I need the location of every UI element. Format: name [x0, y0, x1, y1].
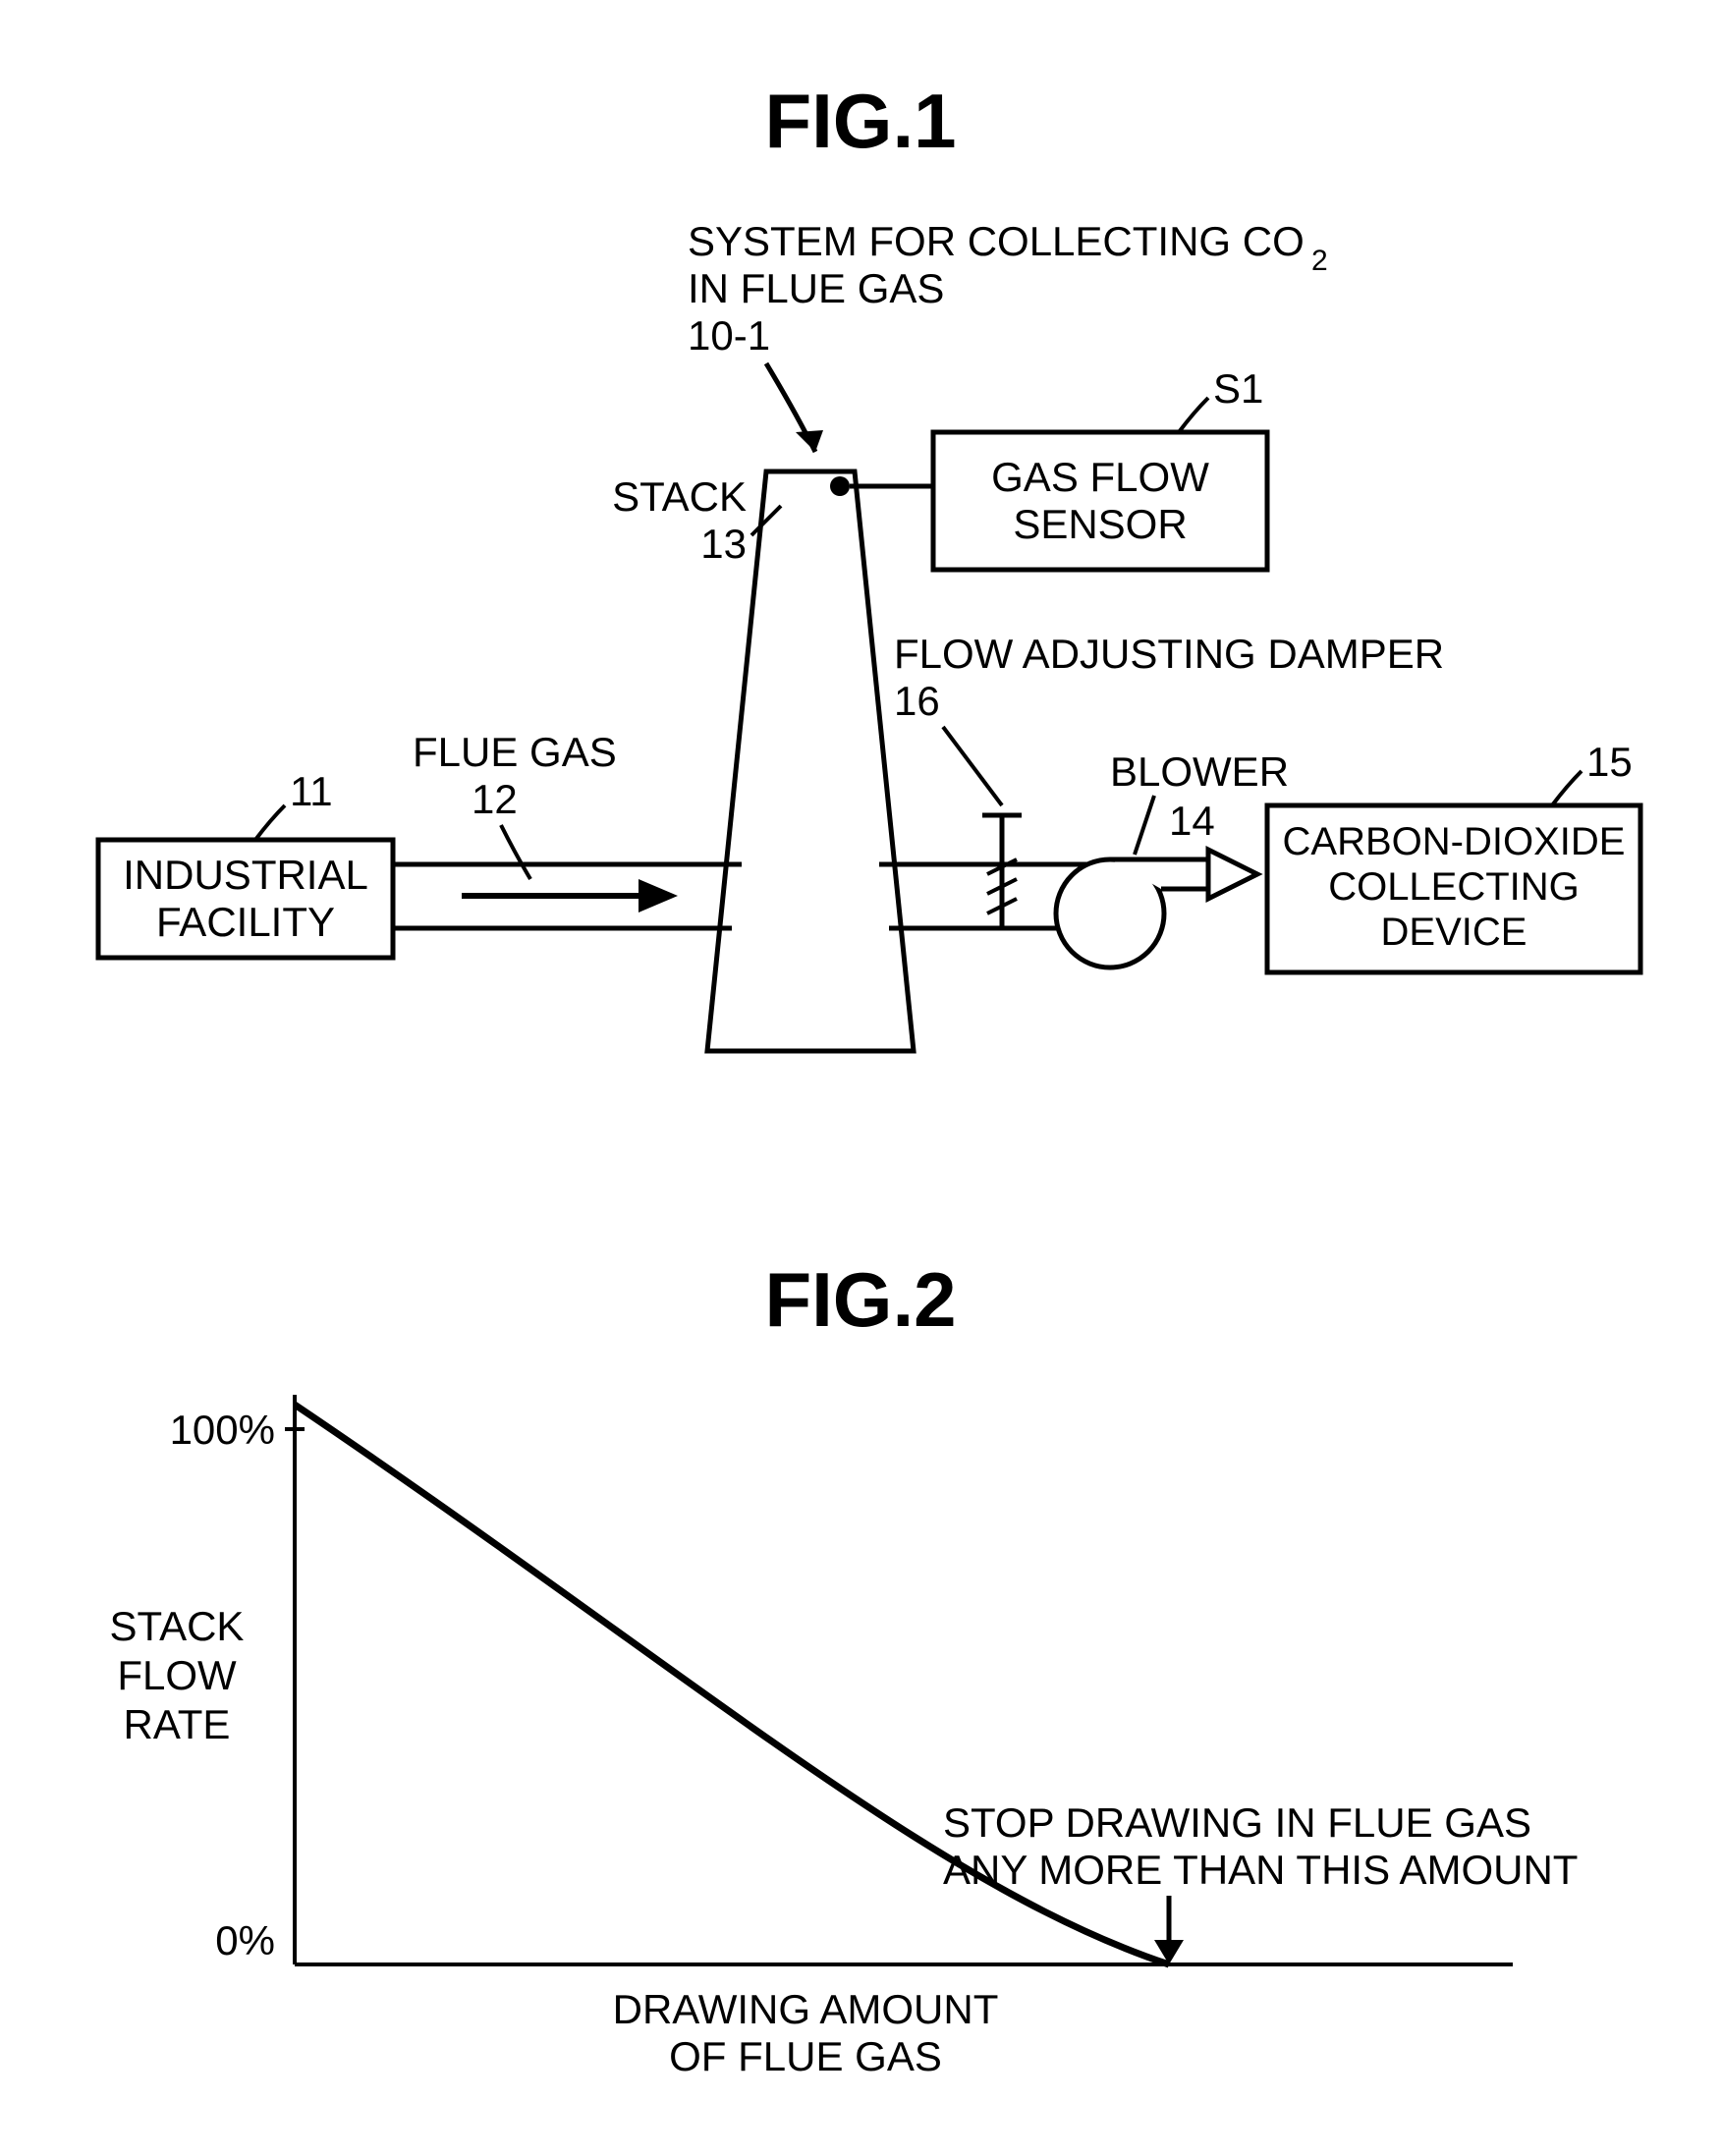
- fig1-system-label-l2: IN FLUE GAS: [688, 265, 944, 311]
- fig1-blower-label: BLOWER: [1110, 748, 1289, 795]
- fig1-stack-ref: 13: [700, 521, 747, 567]
- fig1-system-ref: 10-1: [688, 312, 770, 359]
- fig2-ytick-top: 100%: [170, 1407, 275, 1453]
- fig1-industrial-l1: INDUSTRIAL: [123, 852, 368, 898]
- fig1-15-leader: [1552, 771, 1582, 805]
- fig1-flue-ref: 12: [472, 776, 518, 822]
- fig1-sensor-ref: S1: [1213, 365, 1263, 412]
- fig1-stack-label: STACK: [612, 473, 747, 520]
- fig1-blower-ref: 14: [1169, 798, 1215, 844]
- fig2-xlabel-l2: OF FLUE GAS: [669, 2033, 942, 2079]
- fig1-damper-leader: [943, 727, 1002, 805]
- fig1-flue-label: FLUE GAS: [413, 729, 617, 775]
- fig1-11-leader: [255, 805, 285, 840]
- fig1-title: FIG.1: [764, 78, 956, 164]
- fig1-system-label-l1: SYSTEM FOR COLLECTING CO: [688, 218, 1305, 264]
- fig1-device-l2: COLLECTING: [1328, 865, 1580, 909]
- fig2-ylabel-l3: RATE: [124, 1701, 231, 1747]
- fig1-flue-leader: [501, 825, 530, 879]
- fig2-ylabel-l2: FLOW: [117, 1652, 237, 1698]
- fig2-ytick-bot: 0%: [215, 1917, 275, 1963]
- fig2-annot-l1: STOP DRAWING IN FLUE GAS: [943, 1799, 1531, 1846]
- fig1-damper-ref: 16: [894, 678, 940, 724]
- fig1-device-l3: DEVICE: [1381, 911, 1528, 954]
- fig1-sensor-l1: GAS FLOW: [991, 454, 1209, 500]
- fig2-xlabel-l1: DRAWING AMOUNT: [613, 1986, 999, 2032]
- fig1-sensor-l2: SENSOR: [1013, 501, 1187, 547]
- fig1-stack-dot: [830, 476, 850, 496]
- fig1-damper-label: FLOW ADJUSTING DAMPER: [894, 631, 1444, 677]
- fig1-system-arrowhead: [796, 430, 823, 452]
- fig1-system-label-sub: 2: [1311, 245, 1328, 277]
- fig2-title: FIG.2: [764, 1256, 956, 1343]
- fig1-blower-arrow: [1208, 850, 1257, 899]
- fig1-14-leader: [1135, 796, 1154, 855]
- fig1-device-l1: CARBON-DIOXIDE: [1283, 820, 1626, 863]
- fig1-industrial-ref: 11: [290, 768, 333, 814]
- fig1-industrial-l2: FACILITY: [156, 899, 335, 945]
- fig2-annot-l2: ANY MORE THAN THIS AMOUNT: [943, 1847, 1578, 1893]
- fig2-ylabel-l1: STACK: [110, 1603, 245, 1649]
- fig1-s1-leader: [1179, 398, 1208, 432]
- fig1-flow-arrow-head: [639, 879, 678, 912]
- fig1-device-ref: 15: [1586, 739, 1633, 785]
